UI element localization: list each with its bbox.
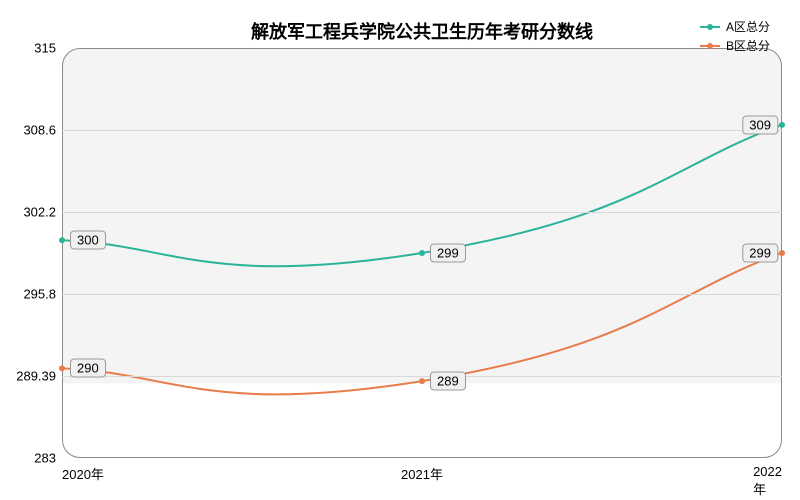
point-label: 290 (70, 359, 106, 378)
x-tick-label: 2022年 (753, 464, 782, 498)
point-label: 300 (70, 231, 106, 250)
series-line (62, 125, 782, 266)
series-point (419, 378, 425, 384)
y-tick-label: 289.39 (16, 369, 56, 384)
x-tick-label: 2021年 (401, 464, 443, 483)
series-line (62, 253, 782, 394)
point-label: 299 (430, 244, 466, 263)
point-label: 289 (430, 372, 466, 391)
y-tick-label: 315 (34, 41, 56, 56)
series-point (419, 250, 425, 256)
x-tick-label: 2020年 (62, 464, 104, 483)
series-point (779, 250, 785, 256)
series-point (59, 237, 65, 243)
series-point (59, 365, 65, 371)
y-gridline (62, 130, 782, 131)
y-gridline (62, 376, 782, 377)
y-tick-label: 308.6 (23, 123, 56, 138)
y-gridline (62, 294, 782, 295)
y-gridline (62, 212, 782, 213)
y-tick-label: 283 (34, 451, 56, 466)
series-point (779, 122, 785, 128)
chart-container: 解放军工程兵学院公共卫生历年考研分数线 A区总分 B区总分 283289.392… (0, 0, 800, 500)
y-tick-label: 295.8 (23, 287, 56, 302)
point-label: 299 (742, 244, 778, 263)
point-label: 309 (742, 115, 778, 134)
chart-svg (0, 0, 800, 500)
y-tick-label: 302.2 (23, 205, 56, 220)
